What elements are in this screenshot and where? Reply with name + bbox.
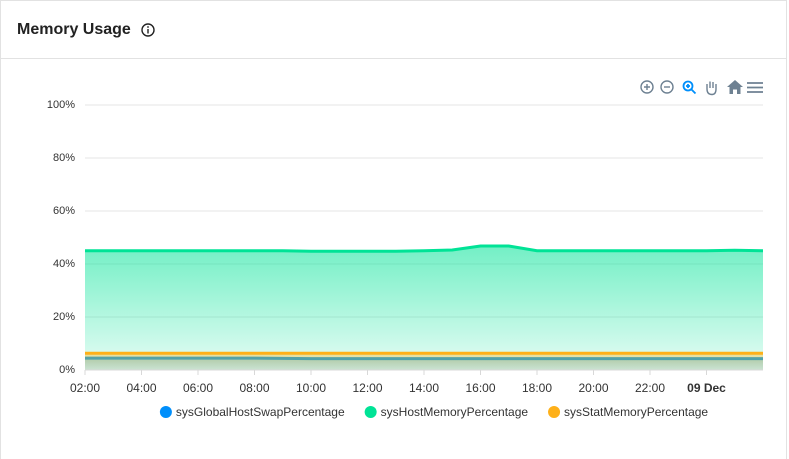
x-tick-label: 09 Dec bbox=[687, 381, 726, 395]
legend-marker bbox=[364, 406, 377, 418]
zoom-out-button[interactable] bbox=[660, 80, 674, 94]
x-tick-label: 04:00 bbox=[126, 381, 156, 395]
area bbox=[85, 245, 763, 370]
info-icon[interactable] bbox=[141, 22, 155, 37]
card-title: Memory Usage bbox=[17, 20, 131, 38]
x-tick-label: 10:00 bbox=[296, 381, 326, 395]
x-tick-label: 12:00 bbox=[352, 381, 382, 395]
legend-item[interactable]: sysGlobalHostSwapPercentage bbox=[159, 405, 345, 419]
y-tick-label: 60% bbox=[53, 205, 75, 217]
legend-item[interactable]: sysStatMemoryPercentage bbox=[548, 405, 708, 419]
legend-item[interactable]: sysHostMemoryPercentage bbox=[364, 405, 529, 419]
legend-marker bbox=[159, 406, 172, 418]
legend-label: sysGlobalHostSwapPercentage bbox=[176, 405, 345, 419]
x-tick-label: 08:00 bbox=[239, 381, 269, 395]
card-header: Memory Usage bbox=[1, 1, 786, 59]
x-tick-label: 16:00 bbox=[465, 381, 495, 395]
zoom-in-button[interactable] bbox=[640, 80, 654, 94]
legend-label: sysStatMemoryPercentage bbox=[564, 405, 708, 419]
x-tick-label: 22:00 bbox=[635, 381, 665, 395]
x-tick-label: 02:00 bbox=[70, 381, 100, 395]
x-tick-label: 06:00 bbox=[183, 381, 213, 395]
y-tick-label: 100% bbox=[47, 99, 75, 111]
y-tick-label: 0% bbox=[59, 364, 75, 376]
x-tick-label: 18:00 bbox=[522, 381, 552, 395]
legend: sysGlobalHostSwapPercentage sysHostMemory… bbox=[159, 405, 708, 419]
legend-marker bbox=[548, 406, 561, 418]
chart: 0% 20% 40% 60% 80% 100% 02:00 04:00 06:00 08:00 10… bbox=[47, 80, 764, 419]
area bbox=[85, 353, 763, 370]
y-tick-label: 40% bbox=[53, 258, 75, 270]
x-tick-label: 20:00 bbox=[578, 381, 608, 395]
y-tick-label: 80% bbox=[53, 152, 75, 164]
selection-zoom-button[interactable] bbox=[682, 80, 697, 95]
x-tick-label: 14:00 bbox=[409, 381, 439, 395]
menu-button[interactable] bbox=[747, 82, 763, 93]
reset-zoom-button[interactable] bbox=[727, 80, 743, 94]
pan-button[interactable] bbox=[706, 81, 717, 96]
line bbox=[85, 244, 764, 253]
legend-label: sysHostMemoryPercentage bbox=[381, 405, 529, 419]
y-tick-label: 20% bbox=[53, 311, 75, 323]
